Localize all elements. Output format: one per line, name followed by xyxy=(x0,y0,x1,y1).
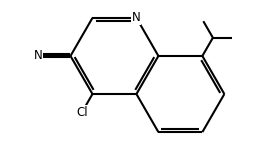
Text: N: N xyxy=(132,11,141,24)
Text: Cl: Cl xyxy=(76,106,88,119)
Text: N: N xyxy=(34,50,42,62)
